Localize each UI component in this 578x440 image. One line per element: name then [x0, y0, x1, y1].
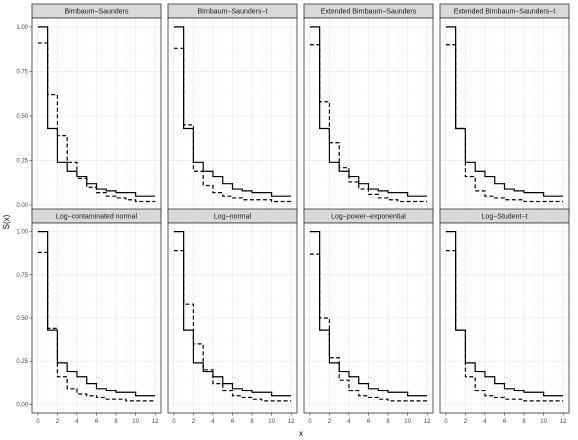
x-tick-label: 4 [211, 419, 215, 425]
fitted-survival-line [173, 250, 292, 402]
x-tick-label: 8 [114, 419, 118, 425]
x-tick-label: 8 [386, 419, 390, 425]
y-tick-label: 0.25 [16, 159, 28, 165]
x-tick-label: 2 [328, 419, 332, 425]
facet-panel: Log−normal 0 2 4 6 8 10 12 [167, 208, 298, 425]
facet-title: Log−contaminated normal [56, 214, 138, 221]
fitted-survival-line [309, 253, 428, 402]
facet-title: Extended Birnbaum−Saunders [321, 9, 417, 16]
x-tick-label: 6 [503, 419, 507, 425]
y-axis-title: S(x) [2, 214, 11, 229]
x-tick-label: 10 [540, 419, 547, 425]
x-axis-title: x [299, 429, 303, 438]
y-tick-label: 1.00 [16, 25, 28, 31]
x-tick-label: 0 [308, 419, 312, 425]
x-tick-label: 12 [152, 419, 159, 425]
x-tick-label: 6 [367, 419, 371, 425]
facet-panel: Extended Birnbaum−Saunders−t [439, 3, 570, 215]
x-tick-label: 4 [347, 419, 351, 425]
facet-title: Log−Student−t [482, 214, 528, 221]
x-tick-label: 4 [75, 419, 79, 425]
x-tick-label: 0 [36, 419, 40, 425]
empirical-survival-line [309, 26, 428, 197]
empirical-survival-line [37, 231, 156, 397]
facet-title: Log−power−exponential [331, 214, 406, 221]
facet-title: Birnbaum−Saunders−t [197, 9, 267, 16]
x-tick-label: 8 [522, 419, 526, 425]
y-tick-label: 0.75 [16, 69, 28, 75]
y-tick-label: 0.00 [16, 203, 28, 209]
facet-panel: Birnbaum−Saunders−t [167, 3, 298, 215]
facet-title: Extended Birnbaum−Saunders−t [454, 9, 556, 16]
x-tick-label: 2 [464, 419, 468, 425]
empirical-survival-line [173, 231, 292, 397]
panels-group: Birnbaum−Saunders0.000.250.500.751.00Bir… [16, 3, 570, 425]
y-tick-label: 0.50 [16, 316, 28, 322]
y-tick-label: 1.00 [16, 230, 28, 236]
x-tick-label: 8 [250, 419, 254, 425]
empirical-survival-line [445, 231, 564, 397]
fitted-survival-line [445, 44, 564, 203]
fitted-survival-line [445, 250, 564, 402]
facet-panel: Birnbaum−Saunders 0.00 0.25 0.50 0.75 1.00 [16, 3, 162, 215]
facet-panel: Log−contaminated normal 0.00 0.25 0.50 0.75 1… [16, 208, 162, 425]
facet-panel: Log−Student−t 0 2 4 6 8 10 12 [439, 208, 570, 425]
x-tick-label: 10 [404, 419, 411, 425]
facet-title: Log−normal [214, 214, 252, 221]
fitted-survival-line [173, 47, 292, 203]
x-tick-label: 2 [192, 419, 196, 425]
facet-panel: Extended Birnbaum−Saunders [303, 3, 434, 215]
x-tick-label: 4 [483, 419, 487, 425]
y-tick-label: 0.25 [16, 359, 28, 365]
x-tick-label: 2 [56, 419, 60, 425]
facet-panel: Log−power−exponential 0 2 4 6 8 10 12 [303, 208, 434, 425]
x-tick-label: 12 [424, 419, 431, 425]
x-tick-label: 0 [444, 419, 448, 425]
fitted-survival-line [37, 42, 156, 203]
x-tick-label: 0 [172, 419, 176, 425]
x-tick-label: 12 [288, 419, 295, 425]
y-tick-label: 0.00 [16, 402, 28, 408]
x-tick-label: 10 [132, 419, 139, 425]
fitted-survival-line [37, 251, 156, 402]
x-tick-label: 10 [268, 419, 275, 425]
x-tick-label: 6 [231, 419, 235, 425]
empirical-survival-line [445, 26, 564, 197]
facet-title: Birnbaum−Saunders [64, 9, 129, 16]
x-tick-label: 6 [95, 419, 99, 425]
y-tick-label: 0.75 [16, 273, 28, 279]
y-tick-label: 0.50 [16, 114, 28, 120]
x-tick-label: 12 [560, 419, 567, 425]
